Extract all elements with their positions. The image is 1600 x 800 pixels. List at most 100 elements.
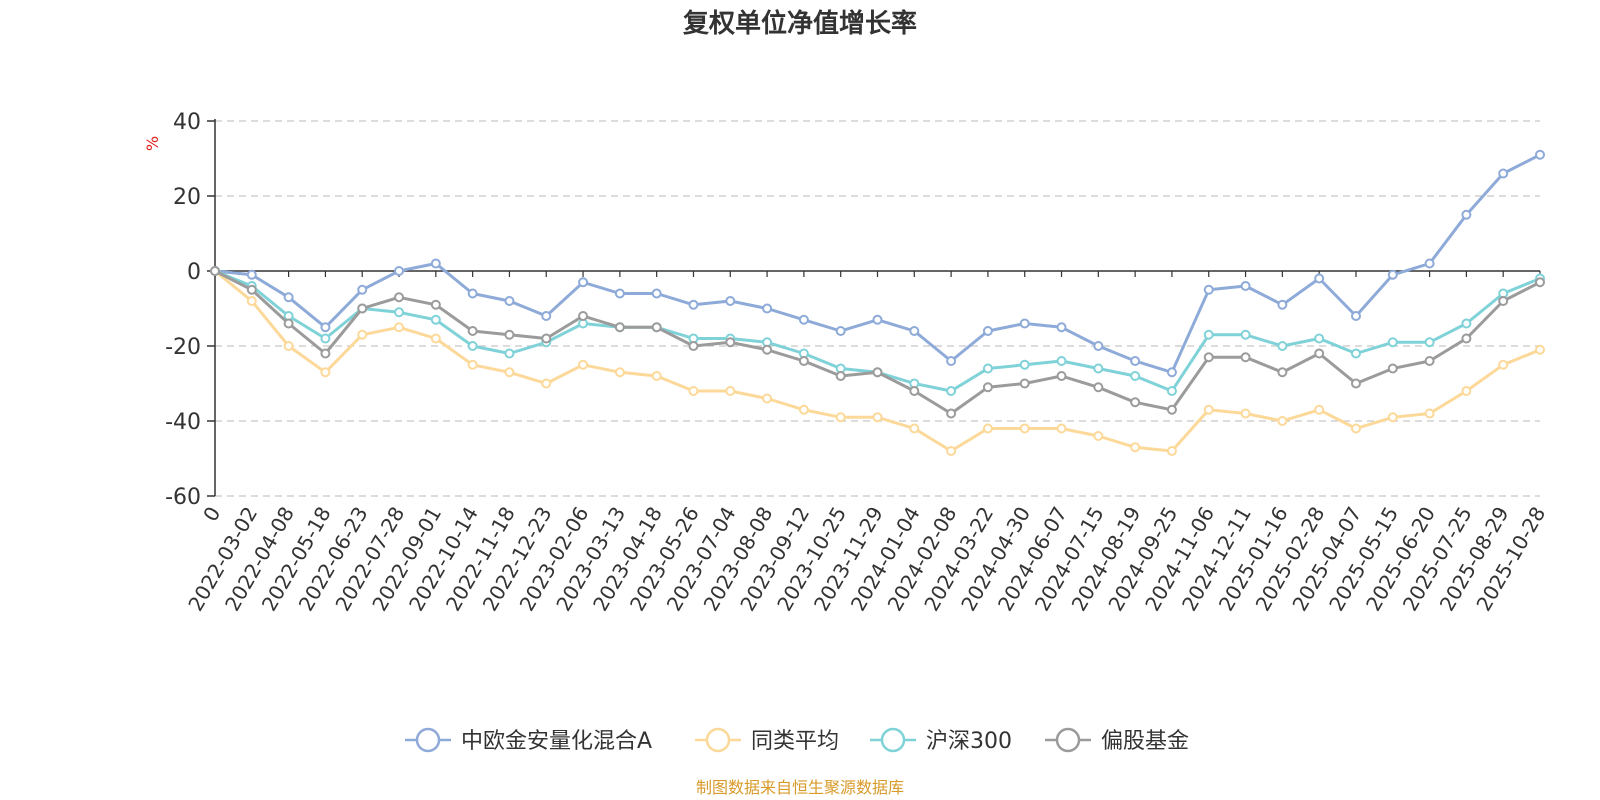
data-point (651, 371, 662, 381)
data-point (651, 288, 662, 299)
data-point (541, 378, 552, 389)
legend-item[interactable]: 沪深300 (870, 727, 1012, 754)
data-point (1130, 356, 1141, 366)
data-point (982, 363, 993, 374)
legend-item[interactable]: 同类平均 (695, 727, 839, 754)
data-point (1424, 408, 1435, 419)
data-point (394, 307, 405, 318)
data-point (1203, 329, 1214, 340)
data-point (320, 333, 331, 344)
data-point (1461, 333, 1472, 344)
data-point (614, 322, 625, 333)
legend-label: 偏股基金 (1101, 729, 1189, 754)
data-point (1240, 408, 1251, 419)
data-point (946, 446, 957, 456)
y-tick-label: 0 (187, 260, 201, 285)
data-point (467, 326, 478, 336)
data-point (1314, 404, 1325, 415)
legend-marker-icon (880, 727, 906, 753)
data-point (909, 326, 920, 336)
data-point (982, 326, 993, 336)
data-point (1424, 337, 1435, 348)
data-point (357, 329, 368, 340)
legend-label: 同类平均 (751, 729, 839, 754)
data-point (725, 337, 736, 348)
data-point (1461, 209, 1472, 220)
data-point (246, 269, 257, 280)
series-1 (210, 266, 1545, 456)
series-line (214, 269, 1541, 453)
data-point (1277, 299, 1288, 310)
data-point (1314, 333, 1325, 344)
data-point (1498, 168, 1509, 179)
legend-label: 中欧金安量化混合A (461, 729, 652, 754)
legend-item[interactable]: 偏股基金 (1045, 727, 1189, 754)
data-point (394, 292, 405, 303)
legend-marker-icon (415, 727, 441, 753)
data-point (394, 322, 405, 333)
data-point (467, 341, 478, 351)
data-point (1056, 371, 1067, 381)
data-point (798, 314, 809, 325)
data-point (872, 367, 883, 378)
data-point (651, 322, 662, 333)
data-point (283, 341, 294, 351)
data-point (1166, 446, 1177, 456)
data-point (762, 393, 773, 404)
data-point (1203, 352, 1214, 363)
data-point (320, 322, 331, 333)
data-point (1240, 352, 1251, 363)
legend[interactable]: 中欧金安量化混合A 同类平均 沪深300 偏股基金 (405, 727, 1189, 754)
data-point (1019, 423, 1030, 434)
data-point (1350, 423, 1361, 434)
data-point (541, 311, 552, 321)
data-point (946, 408, 957, 419)
data-point (1314, 273, 1325, 284)
data-point (725, 386, 736, 396)
data-point (1203, 284, 1214, 295)
data-point (982, 423, 993, 434)
data-point (1498, 359, 1509, 370)
data-point (504, 296, 515, 306)
y-axis: 40 20 0 -20 -40 -60 (165, 110, 216, 510)
data-point (909, 386, 920, 396)
data-point (946, 356, 957, 366)
data-point (688, 386, 699, 396)
data-point (430, 333, 441, 344)
data-point (835, 412, 846, 423)
data-point (1019, 378, 1030, 389)
data-point (467, 359, 478, 370)
data-point (394, 266, 405, 276)
data-point (578, 311, 589, 321)
data-point (210, 266, 220, 276)
data-point (1019, 359, 1030, 370)
data-point (762, 303, 773, 314)
chart-title: 复权单位净值增长率 (683, 8, 917, 39)
data-point (1498, 296, 1509, 306)
data-point (1424, 258, 1435, 269)
data-point (1387, 363, 1398, 374)
data-point (1535, 149, 1545, 160)
data-point (1535, 344, 1545, 355)
data-point (1093, 431, 1104, 441)
data-point (1130, 397, 1141, 408)
data-point (578, 277, 589, 288)
data-point (614, 288, 625, 299)
data-point (909, 423, 920, 434)
legend-marker-icon (1055, 727, 1081, 753)
series-0 (210, 149, 1545, 378)
data-point (725, 296, 736, 306)
series-line (214, 269, 1541, 415)
data-point (283, 318, 294, 329)
legend-item[interactable]: 中欧金安量化混合A (405, 727, 652, 754)
data-point (872, 314, 883, 325)
data-point (1240, 281, 1251, 291)
y-tick-label: -20 (165, 335, 201, 360)
data-point (430, 299, 441, 310)
data-point (688, 299, 699, 310)
data-point (1056, 423, 1067, 434)
data-point (1019, 318, 1030, 329)
data-point (1277, 341, 1288, 351)
data-source-note: 制图数据来自恒生聚源数据库 (696, 778, 904, 797)
data-point (1277, 367, 1288, 378)
